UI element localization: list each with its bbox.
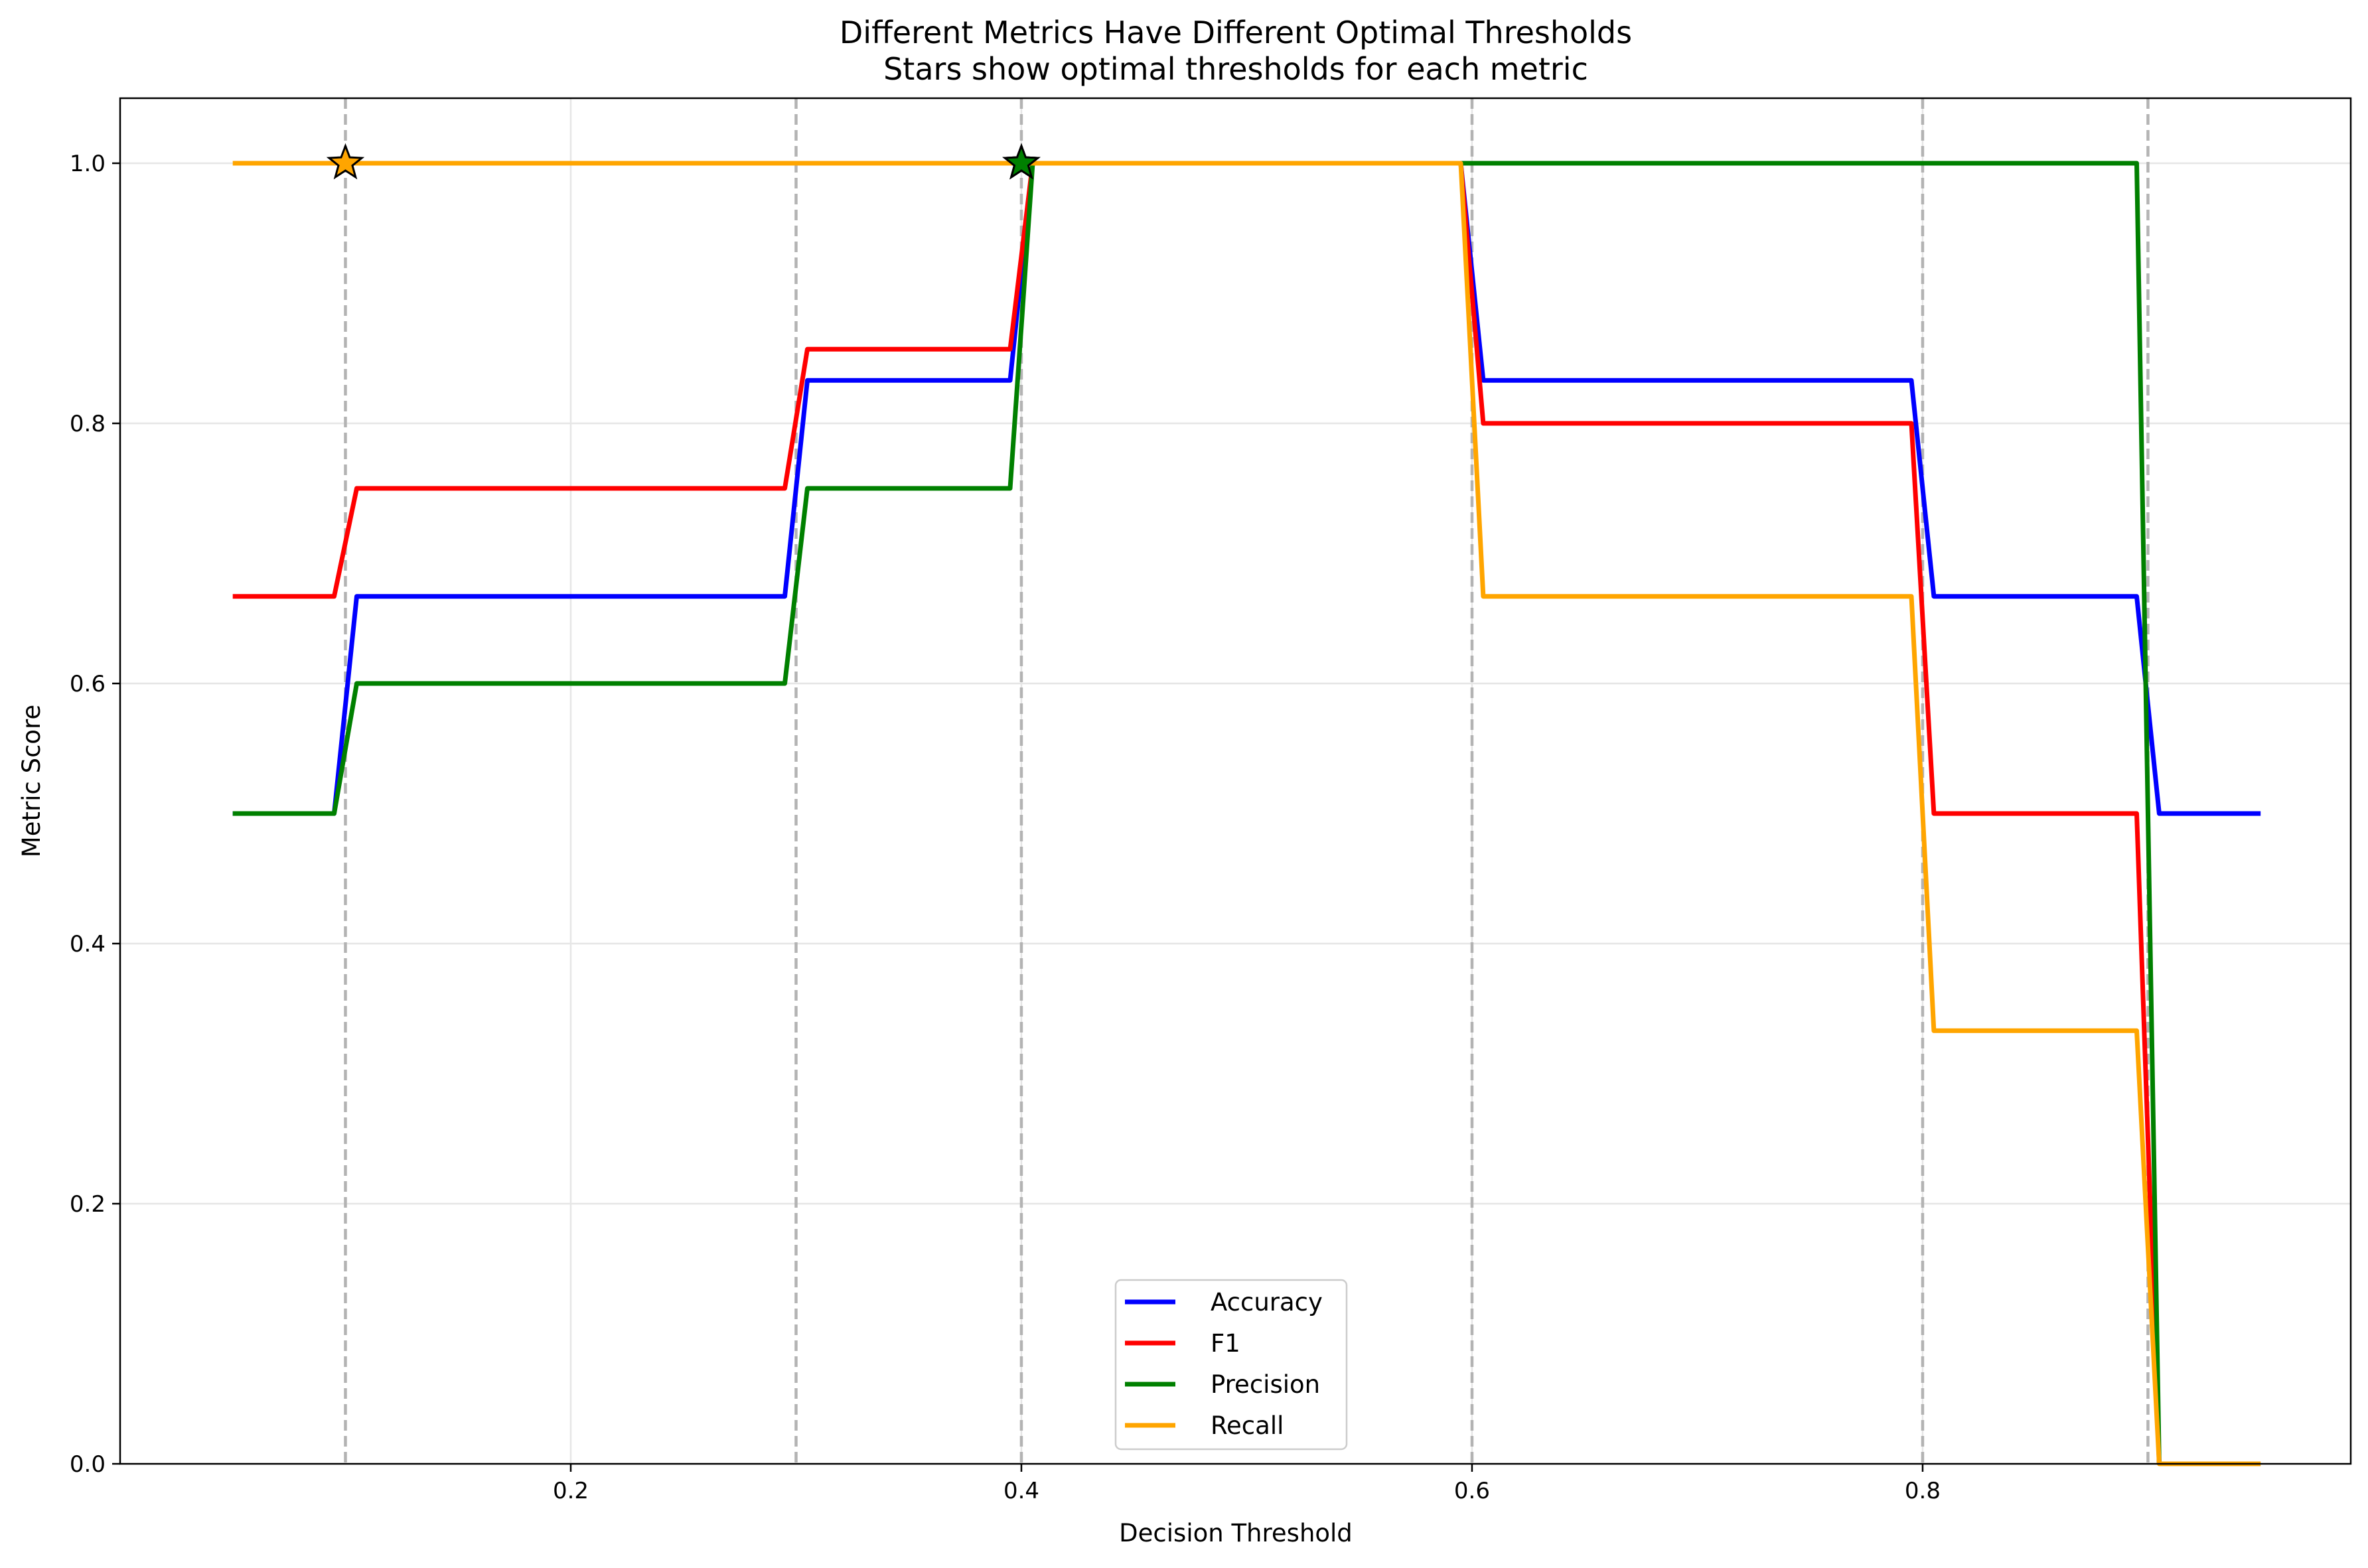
- legend-label-f1: F1: [1211, 1329, 1240, 1358]
- legend-box: [1114, 1279, 1348, 1451]
- y-tick-label: 1.0: [70, 151, 106, 177]
- chart-subtitle: Stars show optimal thresholds for each m…: [883, 51, 1588, 87]
- x-tick-label: 0.2: [553, 1478, 589, 1504]
- series-line-f1: [232, 161, 2162, 1464]
- x-axis-label: Decision Threshold: [1119, 1519, 1353, 1547]
- series-line-recall: [232, 161, 2261, 1466]
- y-tick-label: 0.8: [70, 411, 106, 437]
- series-line-precision: [232, 161, 2162, 1464]
- chart-title: Different Metrics Have Different Optimal…: [840, 15, 1632, 50]
- series-lines: [232, 161, 2261, 1466]
- optimal-star-recall: [326, 143, 365, 180]
- y-tick-label: 0.6: [70, 671, 106, 697]
- reference-lines: [344, 98, 2150, 1464]
- axis-ticks: 0.2 0.4 0.6 0.8 0.0 0.2 0.4 0.6 0.8 1.0: [70, 151, 1941, 1504]
- y-axis-label: Metric Score: [17, 705, 46, 857]
- optimal-star-precision: [1002, 143, 1041, 180]
- legend-label-precision: Precision: [1211, 1370, 1320, 1399]
- y-tick-label: 0.4: [70, 931, 106, 958]
- grid: [120, 98, 2351, 1465]
- legend-label-recall: Recall: [1211, 1411, 1284, 1440]
- legend: Accuracy F1 Precision Recall: [1114, 1279, 1348, 1451]
- y-tick-label: 0.0: [70, 1451, 106, 1478]
- y-tick-label: 0.2: [70, 1191, 106, 1218]
- x-tick-label: 0.4: [1003, 1478, 1039, 1504]
- plot-frame: [119, 97, 2352, 1465]
- legend-label-accuracy: Accuracy: [1211, 1288, 1323, 1317]
- optimal-markers: [326, 143, 1041, 180]
- x-tick-label: 0.6: [1454, 1478, 1490, 1504]
- x-tick-label: 0.8: [1905, 1478, 1941, 1504]
